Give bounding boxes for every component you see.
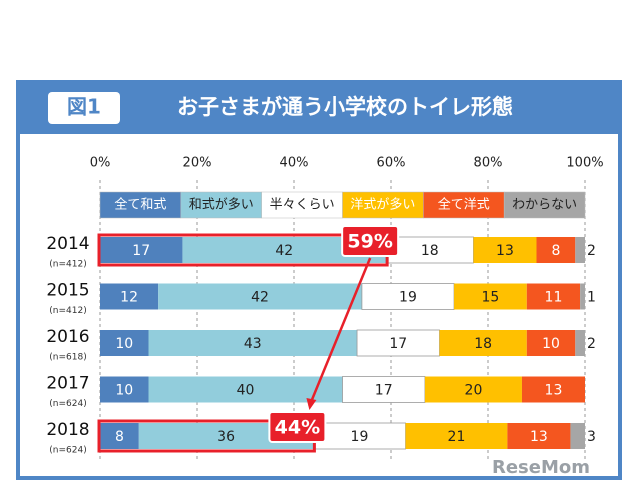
data-label: 1: [587, 290, 596, 306]
legend-swatch: [99, 191, 182, 219]
badge-box: [48, 92, 120, 124]
data-label: 11: [545, 290, 563, 306]
legend-label: 半々くらい: [270, 198, 335, 213]
data-label: 42: [251, 290, 269, 306]
legend-swatch: [261, 191, 343, 219]
arrow: [308, 257, 372, 407]
y-tick-label: 2018: [46, 420, 89, 440]
x-tick-label: 0%: [90, 156, 111, 171]
data-label: 8: [551, 243, 560, 259]
callout-box: [341, 225, 400, 257]
data-label: 21: [448, 429, 466, 445]
bar-segment: [158, 283, 362, 310]
bar-segment: [361, 283, 455, 310]
data-label: 17: [375, 383, 393, 399]
bar-segment: [424, 376, 522, 403]
bar-segment: [148, 330, 358, 356]
y-tick-label: 2017: [46, 374, 89, 394]
bar-segment: [526, 330, 576, 356]
bar-segment: [100, 423, 139, 449]
data-label: 13: [545, 383, 563, 399]
legend-swatch: [423, 191, 505, 219]
data-label: 20: [465, 383, 483, 399]
bar-segment: [100, 283, 159, 310]
data-label: 12: [120, 290, 138, 306]
x-tick-label: 20%: [183, 156, 212, 171]
data-label: 13: [530, 429, 548, 445]
legend-label: 和式が多い: [189, 197, 254, 213]
legend-swatch: [503, 191, 586, 219]
bar-segment: [575, 330, 585, 356]
bar-segment: [100, 330, 149, 356]
callout-label: 44%: [275, 417, 320, 439]
y-tick-note: (n=624): [49, 446, 86, 456]
badge: 図1: [67, 95, 101, 119]
data-label: 17: [389, 336, 407, 352]
bar-segment: [356, 329, 440, 357]
bar-segment: [521, 376, 585, 403]
y-tick-note: (n=624): [49, 399, 86, 409]
data-label: 2: [587, 243, 596, 259]
bar-segment: [473, 237, 537, 263]
data-label: 13: [496, 243, 514, 259]
callout-box: [268, 411, 327, 443]
bar-segment: [100, 237, 183, 263]
chart-title: お子さまが通う小学校のトイレ形態: [177, 95, 513, 119]
bar-segment: [536, 237, 576, 263]
legend-label: 全て和式: [114, 197, 166, 213]
watermark: ReseMom: [492, 457, 590, 478]
data-label: 19: [399, 290, 417, 306]
bar-segment: [580, 283, 585, 310]
y-tick-note: (n=618): [49, 353, 86, 363]
y-tick-note: (n=412): [49, 306, 86, 316]
legend-label: 洋式が多い: [350, 197, 415, 213]
bar-segment: [439, 330, 527, 356]
data-label: 10: [542, 336, 560, 352]
data-label: 17: [132, 243, 150, 259]
x-tick-label: 100%: [566, 156, 603, 171]
data-label: 3: [587, 429, 596, 445]
arrow-head: [306, 398, 317, 410]
data-label: 10: [115, 383, 133, 399]
data-label: 36: [217, 429, 235, 445]
legend-label: わからない: [512, 198, 577, 213]
data-label: 43: [244, 336, 262, 352]
data-label: 15: [482, 290, 500, 306]
x-tick-label: 80%: [474, 156, 503, 171]
bar-segment: [148, 376, 343, 403]
bar-segment: [405, 423, 508, 449]
y-tick-label: 2016: [46, 327, 89, 347]
y-tick-label: 2014: [46, 234, 89, 254]
x-tick-label: 60%: [377, 156, 406, 171]
bar-segment: [526, 283, 581, 310]
y-tick-note: (n=412): [49, 260, 86, 270]
data-label: 10: [115, 336, 133, 352]
y-tick-label: 2015: [46, 281, 89, 301]
legend-swatch: [180, 191, 262, 219]
bar-segment: [570, 423, 585, 449]
legend-swatch: [342, 191, 424, 219]
data-label: 19: [351, 429, 369, 445]
data-label: 8: [115, 429, 124, 445]
bar-segment: [385, 236, 474, 264]
bar-segment: [575, 237, 585, 263]
data-label: 18: [474, 336, 492, 352]
x-tick-label: 40%: [280, 156, 309, 171]
data-label: 42: [275, 243, 293, 259]
bar-segment: [454, 283, 527, 310]
legend-label: 全て洋式: [438, 197, 490, 213]
bar-segment: [100, 376, 149, 403]
bar-segment: [507, 423, 571, 449]
data-label: 2: [587, 336, 596, 352]
data-label: 18: [421, 243, 439, 259]
callout-label: 59%: [347, 231, 392, 253]
data-label: 40: [237, 383, 255, 399]
